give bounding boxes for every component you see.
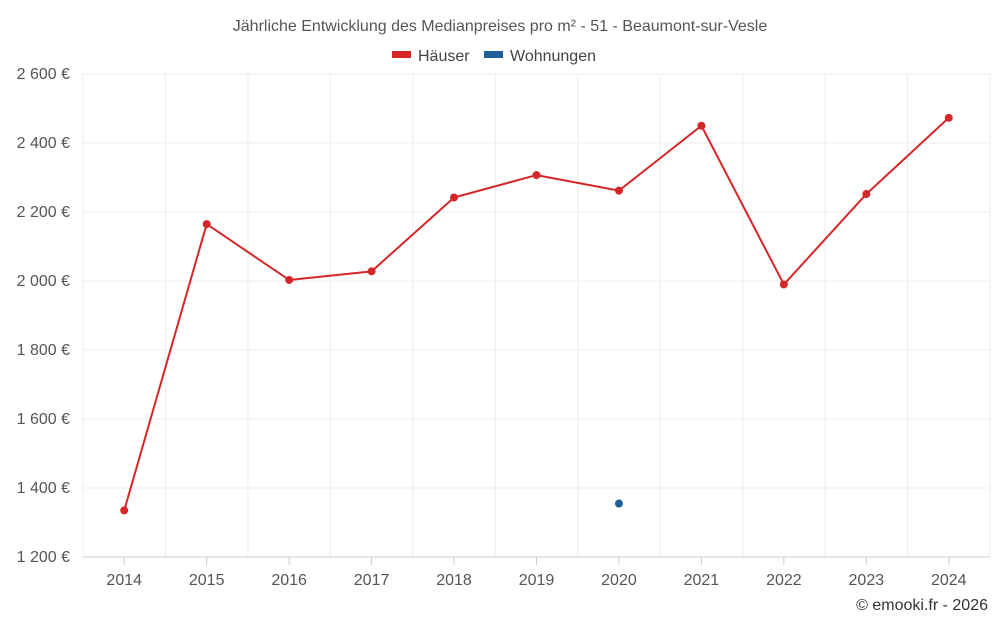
data-point[interactable] — [779, 280, 788, 289]
chart-title: Jährliche Entwicklung des Medianpreises … — [233, 18, 768, 35]
y-tick-label: 2 000 € — [17, 273, 70, 290]
x-tick-label: 2019 — [519, 572, 555, 589]
y-tick-label: 1 600 € — [17, 411, 70, 428]
series — [120, 113, 953, 515]
legend: Häuser Wohnungen — [392, 48, 596, 65]
legend-label-wohnungen: Wohnungen — [510, 48, 596, 65]
x-tick-label: 2024 — [931, 572, 967, 589]
data-point[interactable] — [532, 171, 541, 180]
x-tick-label: 2021 — [684, 572, 720, 589]
x-tick-label: 2018 — [436, 572, 472, 589]
data-point[interactable] — [285, 275, 294, 284]
legend-item-wohnungen[interactable]: Wohnungen — [484, 48, 596, 65]
y-tick-label: 2 200 € — [17, 204, 70, 221]
x-tick-label: 2020 — [601, 572, 637, 589]
x-tick-label: 2014 — [106, 572, 142, 589]
data-point[interactable] — [120, 506, 129, 515]
y-tick-label: 2 400 € — [17, 135, 70, 152]
y-tick-label: 2 600 € — [17, 66, 70, 83]
data-point[interactable] — [944, 113, 953, 122]
x-tick-label: 2016 — [271, 572, 307, 589]
legend-swatch-haeuser — [392, 51, 411, 58]
x-tick-label: 2023 — [849, 572, 885, 589]
y-tick-label: 1 800 € — [17, 342, 70, 359]
x-tick-label: 2017 — [354, 572, 390, 589]
series-0 — [120, 113, 953, 515]
data-point[interactable] — [862, 190, 871, 199]
legend-item-haeuser[interactable]: Häuser — [392, 48, 470, 65]
data-point[interactable] — [367, 267, 376, 276]
x-tick-label: 2015 — [189, 572, 225, 589]
data-point[interactable] — [614, 186, 623, 195]
grid — [82, 73, 991, 558]
x-tick-label: 2022 — [766, 572, 802, 589]
axes: 1 200 € 1 400 € 1 600 € 1 800 € 2 000 € 2 200… — [17, 66, 990, 589]
y-tick-label: 1 200 € — [17, 549, 70, 566]
credit-text: © emooki.fr - 2026 — [856, 597, 988, 614]
series-1 — [614, 499, 623, 508]
legend-label-haeuser: Häuser — [418, 48, 470, 65]
data-point[interactable] — [697, 121, 706, 130]
data-point[interactable] — [202, 220, 211, 229]
data-point[interactable] — [614, 499, 623, 508]
data-point[interactable] — [450, 193, 459, 202]
y-tick-label: 1 400 € — [17, 480, 70, 497]
legend-swatch-wohnungen — [484, 51, 503, 58]
